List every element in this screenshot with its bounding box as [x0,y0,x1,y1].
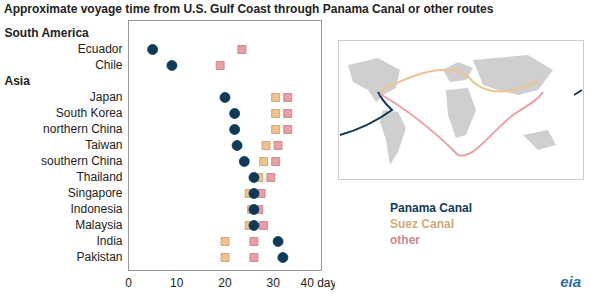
html-text:Suez Canal: Suez Canal [390,217,454,231]
svg-text:Japan: Japan [90,90,123,104]
svg-text:0: 0 [125,276,132,290]
svg-text:South Korea: South Korea [56,106,123,120]
svg-text:Malaysia: Malaysia [75,218,123,232]
svg-text:30: 30 [267,276,281,290]
svg-text:20: 20 [218,276,232,290]
svg-text:Singapore: Singapore [68,186,123,200]
svg-text:South America: South America [5,26,90,40]
html-text:eia: eia [560,273,581,290]
svg-text:Pakistan: Pakistan [76,250,122,264]
svg-text:Ecuador: Ecuador [78,42,123,56]
svg-text:Asia: Asia [5,74,31,88]
svg-text:40 days: 40 days [300,276,335,290]
svg-text:Thailand: Thailand [76,170,122,184]
svg-text:10: 10 [170,276,184,290]
svg-text:northern China: northern China [43,122,123,136]
html-text:Panama Canal: Panama Canal [390,201,472,215]
svg-text:India: India [96,234,122,248]
svg-text:Taiwan: Taiwan [85,138,122,152]
html-text:other: other [390,233,420,247]
html-text:Approximate voyage time from U: Approximate voyage time from U.S. Gulf C… [4,2,494,16]
svg-text:southern China: southern China [41,154,123,168]
svg-text:Indonesia: Indonesia [70,202,122,216]
svg-text:Chile: Chile [95,58,123,72]
